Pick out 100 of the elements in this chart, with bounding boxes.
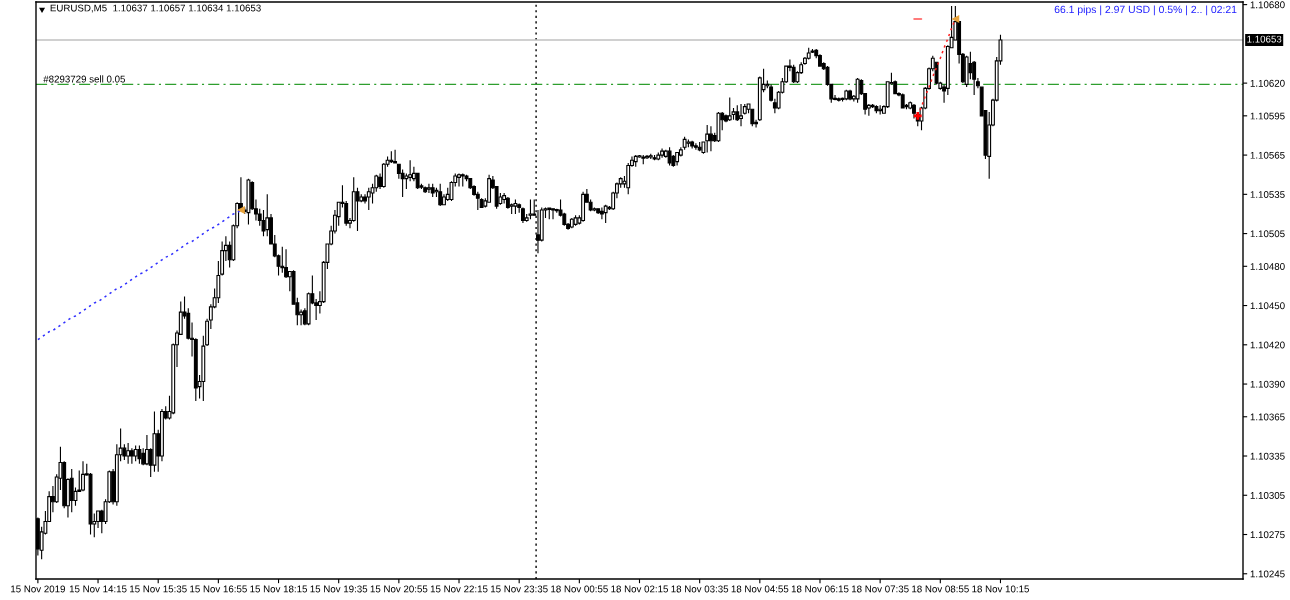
candlestick	[280, 246, 285, 274]
candlestick	[502, 192, 507, 205]
candlestick	[547, 206, 552, 220]
y-tick-label: 1.10565	[1250, 151, 1285, 159]
candlestick	[389, 150, 394, 164]
y-tick-label: 1.10335	[1250, 452, 1285, 460]
x-tick-label: 15 Nov 22:15	[430, 585, 488, 593]
candlestick	[393, 149, 398, 164]
candlestick	[426, 183, 431, 194]
x-tick-label: 15 Nov 14:15	[69, 585, 127, 593]
candlestick	[513, 199, 518, 215]
candlestick	[836, 96, 841, 102]
candlestick	[874, 104, 879, 114]
annotation: 66.1 pips | 2.97 USD | 0.5% | 2.. | 02:21	[1054, 5, 1237, 16]
point	[913, 111, 922, 120]
candlestick	[603, 204, 608, 224]
candlestick	[137, 444, 142, 465]
candlestick	[581, 191, 586, 223]
candlestick	[900, 93, 905, 109]
x-tick-label: 15 Nov 18:15	[250, 585, 308, 593]
y-tick-label: 1.10245	[1250, 570, 1285, 578]
candlestick	[126, 442, 131, 465]
candlestick	[152, 410, 157, 473]
candlestick	[844, 89, 849, 101]
x-tick-label: 15 Nov 16:55	[190, 585, 247, 593]
chart-title: EURUSD,M5 1.10637 1.10657 1.10634 1.10653	[50, 4, 261, 13]
candlestick	[690, 140, 695, 150]
x-tick-label: 18 Nov 08:55	[912, 585, 969, 593]
candlestick	[716, 111, 721, 143]
x-tick-label: 15 Nov 2019	[11, 585, 65, 593]
candlestick	[739, 103, 743, 127]
y-tick-label: 1.10535	[1250, 191, 1285, 198]
candlestick	[727, 96, 732, 122]
x-tick-label: 15 Nov 20:55	[370, 585, 428, 593]
y-tick-label: 1.10275	[1250, 531, 1285, 539]
candlestick	[648, 153, 653, 160]
ref-line-label: #8293729 sell 0.05	[43, 75, 125, 83]
candlestick	[806, 47, 811, 61]
candlestick	[400, 168, 405, 198]
candlestick	[505, 196, 510, 210]
candlestick	[693, 142, 698, 151]
candlestick	[599, 206, 604, 220]
candlestick	[528, 199, 533, 220]
candlestick	[569, 217, 574, 229]
candlestick	[652, 154, 657, 161]
candlestick	[708, 125, 713, 152]
y-tick-label: 1.10505	[1250, 230, 1285, 238]
candlestick	[735, 104, 740, 122]
candlestick	[667, 146, 672, 167]
candlestick	[675, 151, 680, 167]
x-tick-label: 18 Nov 10:15	[972, 585, 1029, 593]
y-tick-label: 1.10390	[1250, 380, 1285, 388]
ref-line-label: 1.10653	[1247, 35, 1282, 43]
x-tick-label: 18 Nov 07:35	[851, 585, 909, 593]
candlestick	[878, 104, 883, 116]
y-tick-label: 1.10450	[1250, 302, 1285, 310]
candlestick	[660, 147, 665, 159]
y-tick-label: 1.10305	[1250, 492, 1285, 499]
y-tick-label: 1.10595	[1250, 112, 1285, 120]
candlestick	[487, 174, 492, 203]
x-tick-label: 18 Nov 03:35	[671, 585, 729, 593]
candlestick	[912, 103, 916, 120]
candlestick	[366, 187, 371, 211]
candlestick	[848, 89, 853, 101]
candlestick	[423, 185, 428, 194]
x-tick-label: 18 Nov 06:15	[791, 585, 849, 593]
candlestick	[246, 178, 251, 225]
candlestick	[818, 53, 822, 67]
candlestick	[701, 141, 706, 155]
candlestick	[551, 208, 555, 220]
candlestick	[633, 154, 638, 168]
point	[951, 15, 960, 23]
point	[237, 206, 245, 214]
x-tick-label: 15 Nov 19:35	[310, 585, 368, 593]
candlestick	[520, 206, 525, 224]
y-tick-label: 1.10480	[1250, 263, 1285, 270]
candlestick	[641, 154, 646, 165]
x-tick-label: 18 Nov 02:15	[611, 585, 669, 593]
x-tick-label: 15 Nov 23:35	[491, 585, 548, 593]
candlestick	[705, 124, 710, 154]
y-tick-label: 1.10420	[1250, 341, 1285, 349]
candlestick	[129, 447, 134, 465]
x-tick-label: 18 Nov 04:55	[731, 585, 789, 593]
candlestick	[645, 154, 649, 160]
x-tick-label: 15 Nov 15:35	[130, 585, 187, 593]
x-tick-label: 18 Nov 00:55	[551, 585, 608, 593]
candlestick	[686, 138, 691, 148]
y-tick-label: 1.10620	[1250, 79, 1285, 87]
y-tick-label: 1.10365	[1250, 413, 1285, 421]
candlestick	[430, 183, 435, 198]
candlestick	[81, 460, 85, 492]
candlestick	[573, 214, 578, 227]
candlestick	[596, 208, 601, 215]
candlestick	[438, 183, 443, 207]
candlestick	[656, 151, 661, 161]
candlestick	[133, 444, 138, 462]
candlestick	[457, 172, 461, 188]
candlestick	[964, 55, 969, 88]
y-tick-label: 1.10680	[1250, 1, 1285, 9]
candlestick	[460, 172, 465, 188]
